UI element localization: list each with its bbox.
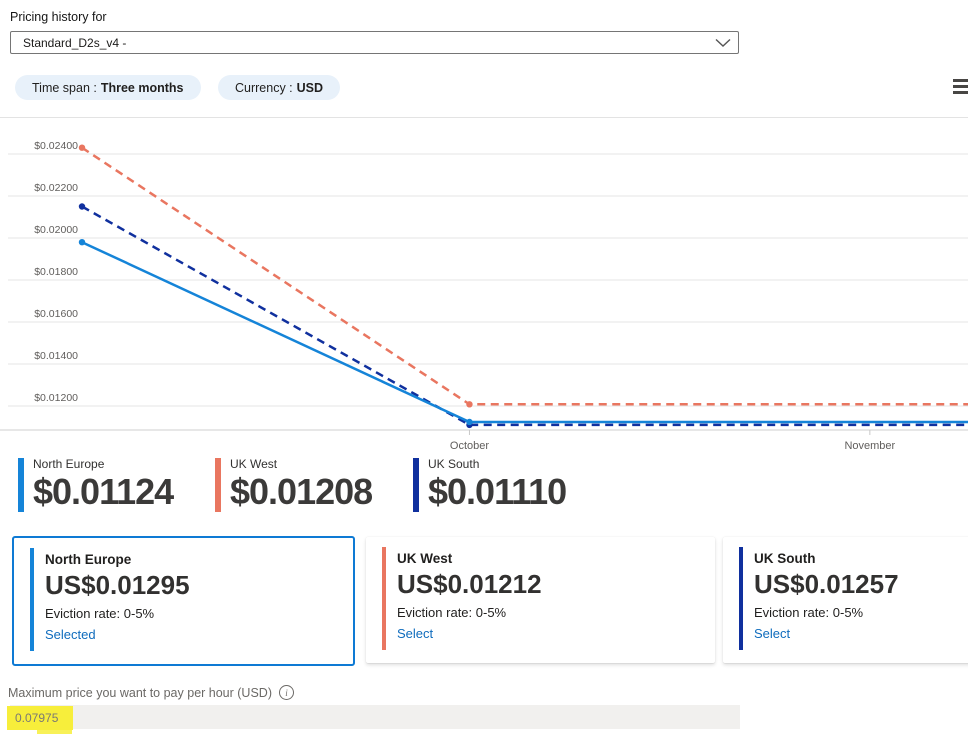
currency-label: Currency : [235, 80, 293, 95]
card-region-name: North Europe [45, 552, 132, 567]
max-price-label-row: Maximum price you want to pay per hour (… [8, 685, 294, 700]
time-span-value: Three months [100, 80, 184, 95]
max-price-label: Maximum price you want to pay per hour (… [8, 685, 272, 700]
card-price: US$0.01212 [397, 569, 542, 599]
currency-filter-pill[interactable]: Currency : USD [218, 75, 341, 100]
svg-text:$0.01400: $0.01400 [34, 350, 78, 362]
svg-text:$0.01600: $0.01600 [34, 308, 78, 320]
time-span-label: Time span : [32, 80, 97, 95]
pricing-history-label: Pricing history for [10, 10, 107, 24]
svg-text:November: November [844, 440, 895, 452]
legend-item-uk-west: UK West $0.01208 [215, 455, 373, 512]
legend-color-bar [413, 458, 419, 512]
card-price: US$0.01295 [45, 570, 190, 600]
svg-text:$0.01800: $0.01800 [34, 266, 78, 278]
vm-size-dropdown[interactable]: Standard_D2s_v4 - [10, 31, 739, 54]
chart-menu-icon[interactable] [953, 79, 968, 97]
legend-color-bar [215, 458, 221, 512]
svg-text:$0.02000: $0.02000 [34, 224, 78, 236]
svg-text:$0.02400: $0.02400 [34, 140, 78, 152]
region-card-uk-south[interactable]: UK South US$0.01257 Eviction rate: 0-5% … [723, 537, 968, 663]
svg-text:$0.02200: $0.02200 [34, 182, 78, 194]
legend-region-price: $0.01124 [33, 471, 174, 512]
currency-value: USD [296, 80, 324, 95]
pricing-history-chart: $0.02400 $0.02200 $0.02000 $0.01800 $0.01600… [0, 140, 968, 452]
svg-text:October: October [450, 440, 489, 452]
max-price-value: 0.07975 [15, 711, 59, 725]
legend-item-uk-south: UK South $0.01110 [413, 455, 567, 512]
chevron-down-icon [708, 38, 738, 48]
time-span-filter-pill[interactable]: Time span : Three months [15, 75, 201, 100]
card-accent-bar [739, 547, 743, 650]
card-accent-bar [382, 547, 386, 650]
legend-region-name: UK West [230, 457, 278, 471]
vm-size-dropdown-value: Standard_D2s_v4 - [23, 35, 127, 50]
card-select-link[interactable]: Select [397, 625, 434, 641]
svg-text:$0.01200: $0.01200 [34, 392, 78, 404]
card-eviction-rate: Eviction rate: 0-5% [397, 604, 507, 620]
legend-color-bar [18, 458, 24, 512]
highlight-marker-tail [37, 730, 72, 734]
panel-divider [0, 117, 968, 118]
legend-region-price: $0.01208 [230, 471, 373, 512]
card-select-link[interactable]: Select [754, 625, 791, 641]
legend-region-name: North Europe [33, 457, 105, 471]
card-accent-bar [30, 548, 34, 651]
card-region-name: UK South [754, 551, 816, 566]
max-price-input[interactable] [10, 705, 740, 729]
card-price: US$0.01257 [754, 569, 899, 599]
legend-item-north-europe: North Europe $0.01124 [18, 455, 174, 512]
card-eviction-rate: Eviction rate: 0-5% [45, 605, 155, 621]
region-card-uk-west[interactable]: UK West US$0.01212 Eviction rate: 0-5% S… [366, 537, 715, 663]
card-selected-link[interactable]: Selected [45, 626, 96, 642]
region-card-north-europe[interactable]: North Europe US$0.01295 Eviction rate: 0… [12, 536, 355, 666]
legend-region-name: UK South [428, 457, 480, 471]
info-icon[interactable]: i [278, 685, 294, 700]
card-region-name: UK West [397, 551, 453, 566]
card-eviction-rate: Eviction rate: 0-5% [754, 604, 864, 620]
legend-region-price: $0.01110 [428, 471, 567, 512]
highlight-marker [7, 706, 73, 730]
